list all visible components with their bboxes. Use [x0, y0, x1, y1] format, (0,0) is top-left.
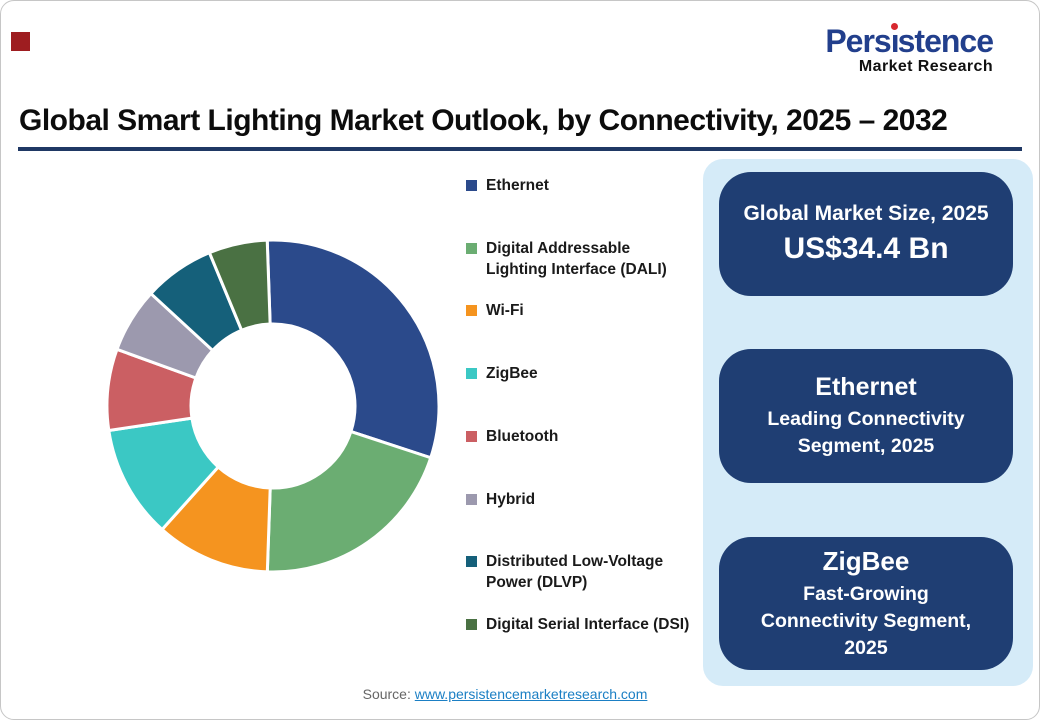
legend-swatch-icon: [466, 556, 477, 568]
legend-item: Distributed Low-Voltage Power (DLVP): [466, 551, 691, 593]
legend-label: Wi-Fi: [486, 302, 524, 320]
company-logo: Persıstence Market Research: [825, 23, 994, 75]
legend-item: Digital Addressable Lighting Interface (…: [466, 238, 691, 280]
legend-label: Digital Serial Interface (DSI): [486, 615, 690, 633]
legend-label: Hybrid: [486, 490, 536, 508]
legend-label: ZigBee: [486, 365, 538, 383]
stat-box-leading-segment: Ethernet Leading Connectivity Segment, 2…: [719, 349, 1013, 483]
legend-swatch-icon: [466, 368, 477, 380]
legend-swatch-icon: [466, 180, 477, 191]
legend-item: ZigBee: [466, 363, 691, 384]
legend-label: Bluetooth: [486, 427, 559, 445]
legend-swatch-icon: [466, 430, 477, 442]
corner-accent-square: [11, 32, 30, 51]
stat-value: US$34.4 Bn: [783, 232, 949, 265]
legend-item: Bluetooth: [466, 426, 691, 447]
legend-item: Ethernet: [466, 175, 691, 196]
legend-item: Wi-Fi: [466, 300, 691, 321]
stat-subtitle: Leading Connectivity Segment, 2025: [767, 407, 965, 457]
page-title: Global Smart Lighting Market Outlook, by…: [19, 104, 948, 137]
chart-legend: Ethernet Digital Addressable Lighting Int…: [466, 1, 696, 719]
logo-subtitle: Market Research: [858, 58, 993, 75]
highlights-panel: Global Market Size, 2025 US$34.4 Bn Ethe…: [703, 159, 1033, 686]
stat-title: ZigBee: [822, 545, 910, 576]
legend-item: Hybrid: [466, 489, 691, 510]
stat-box-fast-growing-segment: ZigBee Fast-Growing Connectivity Segment…: [719, 537, 1013, 670]
stat-title: Global Market Size, 2025: [743, 202, 989, 225]
title-underline: [18, 147, 1022, 151]
legend-item: Digital Serial Interface (DSI): [466, 614, 691, 635]
legend-label: Ethernet: [486, 177, 549, 194]
stat-subtitle: Fast-Growing Connectivity Segment, 2025: [760, 582, 972, 659]
logo-brand: Persıstence: [825, 23, 994, 59]
donut-segment: [265, 430, 433, 574]
source-label: Source:: [362, 686, 415, 702]
source-line: Source: www.persistencemarketresearch.co…: [1, 686, 1009, 702]
donut-chart: [105, 238, 441, 574]
source-link[interactable]: www.persistencemarketresearch.com: [414, 686, 648, 702]
legend-label: Distributed Low-Voltage Power (DLVP): [486, 553, 664, 592]
stat-title: Ethernet: [815, 372, 917, 401]
legend-swatch-icon: [466, 242, 477, 254]
donut-segment: [207, 238, 272, 332]
legend-swatch-icon: [466, 305, 477, 317]
legend-label: Digital Addressable Lighting Interface (…: [486, 239, 667, 278]
legend-swatch-icon: [466, 618, 477, 630]
donut-segment: [265, 238, 441, 460]
stat-box-market-size: Global Market Size, 2025 US$34.4 Bn: [719, 172, 1013, 296]
legend-swatch-icon: [466, 493, 477, 505]
